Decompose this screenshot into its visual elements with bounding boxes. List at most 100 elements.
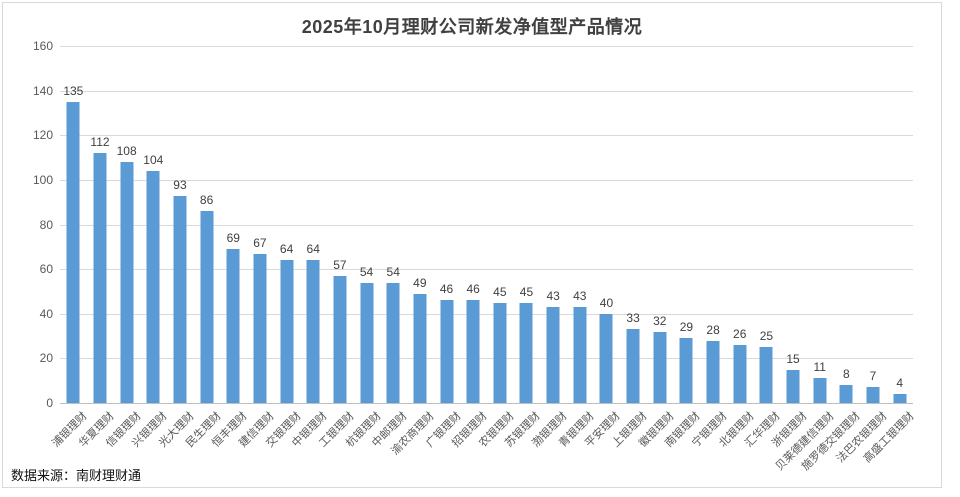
bar-slot: 33 上银理财 (610, 46, 650, 449)
bar (519, 302, 533, 403)
bar-slot: 108 信银理财 (104, 46, 144, 450)
bar-value-label: 54 (386, 264, 400, 279)
bar-slot: 135 浦银理财 (50, 46, 90, 450)
bar-slot: 64 交银理财 (264, 46, 304, 450)
bar-slot: 11 贝莱德建信理财 (773, 46, 836, 473)
bar-slot: 40 平安理财 (583, 46, 623, 450)
bar-slot: 32 徽银理财 (637, 46, 677, 450)
bars-row: 135 浦银理财 112 华夏理财 108 信银理财 104 兴银理财 93 光大理财 86 民生理财… (50, 46, 916, 473)
y-tick-label: 20 (39, 351, 53, 366)
y-axis-labels: 0 20 40 60 80 100 120 140 160 (3, 39, 53, 410)
bar-slot: 112 华夏理财 (77, 46, 117, 450)
x-axis-line (60, 403, 913, 404)
bar-value-label: 67 (253, 235, 267, 250)
bar-value-label: 104 (143, 152, 164, 167)
bar (839, 385, 853, 403)
bar (173, 195, 187, 403)
gridline (60, 269, 913, 271)
chart-title: 2025年10月理财公司新发净值型产品情况 (301, 17, 643, 37)
bar-slot: 43 渤银理财 (530, 46, 570, 450)
bar-value-label: 57 (333, 257, 347, 272)
bar (653, 331, 667, 403)
bar (893, 394, 907, 403)
y-tick-label: 0 (46, 396, 53, 410)
bar (413, 293, 427, 403)
bar-value-label: 43 (573, 289, 587, 304)
bar-slot: 26 北银理财 (717, 46, 757, 450)
bar-slot: 64 中银理财 (290, 46, 330, 450)
bar (280, 260, 294, 403)
bar (226, 249, 240, 403)
bar (466, 300, 480, 403)
bar (599, 313, 613, 403)
bar-slot: 93 光大理财 (157, 46, 197, 450)
bar-value-label: 25 (759, 329, 774, 344)
bar-slot: 54 杭银理财 (344, 46, 384, 450)
bar-slot: 46 招银理财 (450, 46, 490, 449)
bar (626, 329, 640, 403)
bar (200, 211, 214, 403)
gridline (60, 46, 913, 47)
bar (146, 170, 160, 403)
bar (733, 345, 747, 403)
bar-value-label: 15 (786, 351, 800, 366)
bar-value-label: 46 (439, 282, 454, 297)
bar-slot: 57 工银理财 (317, 46, 357, 450)
y-tick-label: 100 (32, 172, 53, 187)
bar-value-label: 108 (116, 144, 137, 159)
bar-slot: 29 南银理财 (663, 46, 703, 449)
bar-slot: 67 建信理财 (237, 46, 277, 450)
bar-slot: 45 苏银理财 (503, 46, 543, 450)
bar-value-label: 46 (466, 282, 480, 297)
plot-area: 135 浦银理财 112 华夏理财 108 信银理财 104 兴银理财 93 光大理财 86 民生理财… (50, 46, 916, 473)
bar (120, 162, 134, 403)
bar-slot: 54 中邮理财 (370, 46, 410, 450)
gridline (60, 313, 913, 315)
chart-container: 2025年10月理财公司新发净值型产品情况 0 20 40 60 80 100 120 140… (2, 2, 942, 488)
bar (306, 260, 320, 403)
bar-slot: 104 兴银理财 (130, 46, 170, 450)
bar-slot: 45 农银理财 (477, 46, 517, 450)
bar-slot: 4 高盛工银理财 (861, 46, 916, 465)
gridline (60, 135, 913, 137)
bar (813, 378, 827, 403)
bar-value-label: 26 (733, 327, 747, 341)
bar-value-label: 86 (199, 193, 214, 208)
bar-value-label: 7 (869, 369, 877, 384)
y-tick-label: 120 (32, 128, 53, 143)
bar-value-label: 33 (626, 311, 640, 326)
bar-value-label: 49 (413, 275, 427, 290)
bar-value-label: 11 (813, 360, 826, 375)
y-tick-label: 80 (39, 217, 53, 232)
bar-slot: 43 青银理财 (557, 46, 597, 450)
y-tick-label: 60 (39, 262, 53, 277)
gridline (60, 90, 913, 92)
bar-value-label: 69 (226, 231, 240, 246)
bar-slot: 15 浙银理财 (770, 46, 810, 450)
bar (333, 275, 347, 403)
bar (546, 307, 560, 403)
bar (440, 300, 454, 403)
y-tick-label: 140 (32, 83, 53, 98)
bar (93, 153, 107, 403)
bar-value-label: 64 (279, 242, 294, 257)
gridline (60, 224, 913, 226)
bar (493, 302, 507, 403)
bar-slot: 8 施罗德交银理财 (800, 46, 863, 473)
bar-value-label: 32 (653, 313, 667, 328)
bar-value-label: 64 (306, 242, 320, 257)
source-note: 数据来源：南财理财通 (11, 468, 142, 483)
bar-value-label: 4 (896, 376, 904, 391)
bar-value-label: 45 (493, 284, 507, 299)
bar-value-label: 40 (599, 295, 614, 310)
bar-slot: 86 民生理财 (184, 46, 224, 450)
bar (360, 282, 374, 403)
bar (759, 347, 773, 403)
bar-value-label: 43 (546, 289, 560, 304)
bar-slot: 7 法巴农银理财 (834, 46, 889, 465)
bar (573, 307, 587, 403)
bar (386, 282, 400, 403)
bar (786, 369, 800, 403)
bar-value-label: 28 (706, 322, 720, 337)
